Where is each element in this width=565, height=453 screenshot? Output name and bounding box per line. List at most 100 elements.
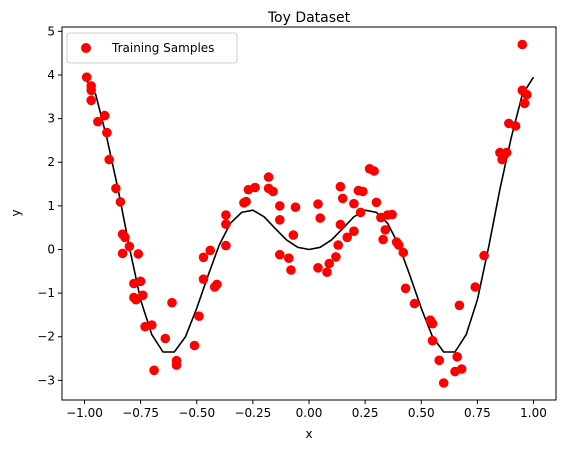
data-point [205,245,215,256]
data-point [398,247,409,258]
data-point [322,267,332,278]
x-tick-label: −0.50 [178,406,215,420]
legend-label: Training Samples [111,41,214,55]
data-point [221,240,231,251]
y-tick-label: 0 [47,242,55,256]
data-point [138,290,148,301]
y-axis: −3 −2 −1 0 1 2 3 4 5 [37,24,62,387]
y-tick-label: −2 [37,330,55,344]
x-tick-label: 0.00 [296,406,323,420]
y-tick-label: −1 [37,286,55,300]
data-point [349,226,359,236]
data-point [198,252,209,263]
y-axis-label: y [9,209,23,216]
data-point [497,154,507,165]
plot-frame [61,26,557,401]
data-point [355,207,366,218]
data-point [358,186,368,197]
data-point [427,335,438,346]
data-point [288,230,299,240]
legend-box [66,32,238,64]
data-point [290,202,301,212]
data-point [380,225,391,235]
data-point [198,274,209,285]
data-point [275,215,285,225]
data-point [135,276,146,287]
y-tick-label: 5 [47,24,55,38]
data-point [427,318,438,329]
data-point [221,219,231,229]
data-point [133,249,144,259]
data-point [124,241,135,252]
data-point [149,365,159,376]
data-point [111,183,121,194]
data-point [331,252,341,262]
data-point [315,213,326,223]
data-point [324,258,335,269]
data-point [335,181,346,192]
data-point [501,147,512,158]
data-point [275,249,285,260]
data-point [221,210,231,220]
x-axis-label: x [305,427,312,441]
data-point [349,198,359,209]
data-point [268,186,278,197]
data-point [120,232,130,243]
data-point [470,282,481,292]
data-point [378,234,388,245]
legend: Training Samples [66,32,238,64]
data-point [102,127,112,138]
data-point [275,201,285,211]
data-point [212,279,222,290]
data-point [522,89,532,100]
data-point [387,209,397,220]
x-tick-label: 0.75 [464,406,491,420]
data-point [93,116,103,127]
data-point [337,193,348,204]
data-point [456,364,467,374]
data-point [250,182,260,193]
data-point [104,154,114,165]
data-point [99,110,110,121]
data-point [452,352,463,362]
data-point [86,85,96,96]
x-tick-label: −0.75 [122,406,159,420]
fit-curve-layer [83,76,535,353]
fit-curve [83,76,535,353]
y-tick-label: 4 [47,68,55,82]
data-point [313,199,323,209]
data-point [517,39,528,50]
data-point [147,320,157,330]
data-point [189,340,200,351]
y-tick-label: 2 [47,155,55,169]
x-axis: −1.00 −0.75 −0.50 −0.25 0.00 0.25 0.50 0.75 1.00 [66,400,547,420]
data-point [194,311,204,322]
data-point [454,300,465,311]
data-point [400,283,411,294]
plot-area: −1.00 −0.75 −0.50 −0.25 0.00 0.25 0.50 0.75 1.00… [37,24,557,420]
data-point [335,219,346,230]
data-point [371,197,382,208]
data-point [117,248,128,259]
x-tick-label: 0.50 [408,406,435,420]
data-point [313,263,323,273]
data-point [284,253,294,263]
data-point [438,378,449,388]
chart-title: Toy Dataset [267,10,351,26]
data-point [479,250,489,261]
data-point [519,98,530,109]
data-point [510,121,521,131]
scatter-layer [81,39,532,388]
data-point [81,72,92,82]
data-point [263,172,274,182]
data-point [171,360,182,370]
x-tick-label: −1.00 [66,406,103,420]
data-point [369,166,379,176]
x-tick-label: 0.25 [352,406,379,420]
y-tick-label: 3 [47,112,55,126]
data-point [167,297,177,308]
data-point [286,265,296,275]
data-point [409,298,420,309]
legend-marker [81,43,91,53]
